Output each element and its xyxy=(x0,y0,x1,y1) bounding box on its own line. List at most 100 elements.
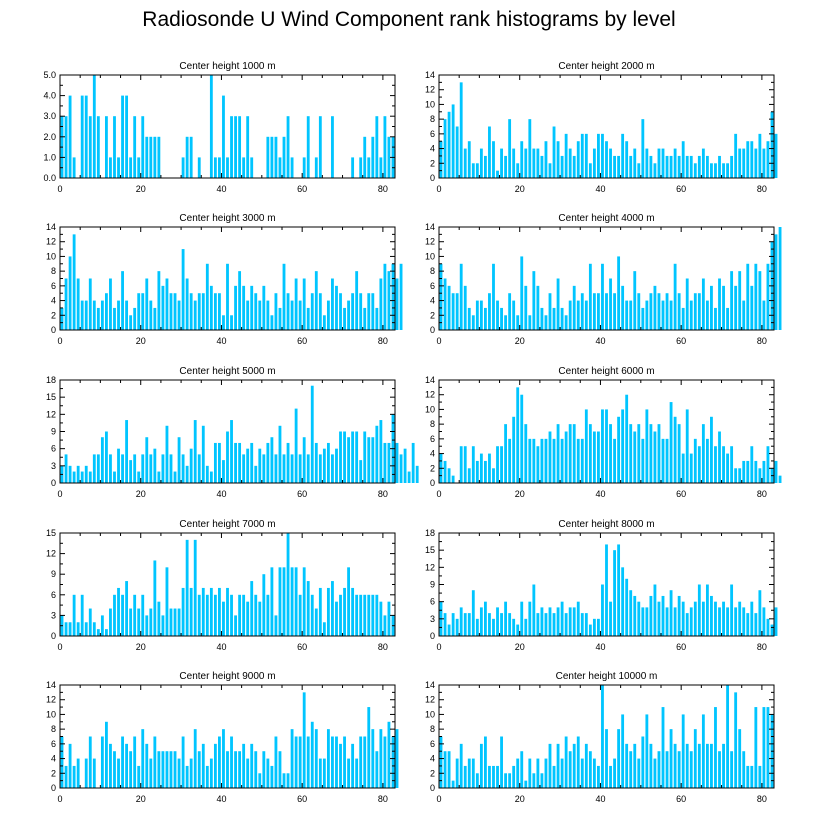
bar xyxy=(314,608,318,636)
bar xyxy=(693,438,697,483)
bar xyxy=(387,721,391,788)
bar xyxy=(375,307,379,330)
bar xyxy=(157,271,161,330)
bar xyxy=(145,437,149,483)
bar xyxy=(520,141,524,178)
bar xyxy=(746,613,750,636)
bar xyxy=(84,758,88,788)
x-tick-label: 60 xyxy=(676,184,686,194)
bar xyxy=(722,446,725,483)
y-tick-label: 10 xyxy=(46,251,56,261)
bar xyxy=(556,743,560,788)
bar xyxy=(479,300,483,330)
bar xyxy=(568,751,572,788)
bar xyxy=(762,148,766,178)
bar xyxy=(746,141,750,178)
bar xyxy=(754,460,758,483)
bar xyxy=(113,751,116,788)
bar xyxy=(621,409,625,483)
bar xyxy=(137,608,141,636)
panel-1: Center height 1000 m 0 20 40 60 80 0.0 1.0 2.0 3.… xyxy=(43,61,396,194)
bar xyxy=(496,300,499,330)
y-tick-label: 12 xyxy=(46,409,56,419)
bar xyxy=(548,607,552,636)
bar xyxy=(326,442,330,483)
bar xyxy=(649,743,653,788)
bar xyxy=(766,618,770,636)
x-tick-label: 20 xyxy=(515,489,525,499)
y-tick-label: 2 xyxy=(430,310,435,320)
bar xyxy=(726,607,730,636)
bar xyxy=(145,278,149,330)
x-tick-label: 60 xyxy=(676,794,686,804)
bar xyxy=(274,454,278,483)
bar xyxy=(339,594,342,636)
bar xyxy=(161,751,165,788)
bar xyxy=(157,471,161,483)
panel-10: Center height 10000 m 0 20 40 60 80 0 2 4 6 8 10 12 1… xyxy=(425,671,775,804)
bar xyxy=(475,300,479,330)
x-tick-label: 20 xyxy=(515,794,525,804)
bar xyxy=(193,539,197,636)
y-tick-label: 0 xyxy=(430,783,435,793)
bar xyxy=(560,601,564,636)
bar xyxy=(226,157,229,178)
bar xyxy=(504,773,508,788)
bar xyxy=(568,607,572,636)
bar xyxy=(734,468,738,483)
panel-7: Center height 7000 m 0 20 40 60 80 0 3 6 9 12 15 xyxy=(46,519,396,652)
bar xyxy=(544,438,548,483)
bar xyxy=(734,133,738,178)
bar xyxy=(117,758,120,788)
bar xyxy=(645,409,649,483)
bar xyxy=(483,601,487,636)
bar xyxy=(718,278,721,330)
bar xyxy=(355,431,359,483)
bar xyxy=(399,263,403,330)
bar xyxy=(746,460,750,483)
bar xyxy=(572,285,576,330)
y-tick-label: 8 xyxy=(51,724,56,734)
bar xyxy=(673,148,677,178)
x-tick-label: 40 xyxy=(216,489,226,499)
bar xyxy=(294,408,298,483)
bar xyxy=(730,584,734,636)
x-tick-label: 40 xyxy=(216,184,226,194)
bar xyxy=(705,300,709,330)
bar xyxy=(121,594,124,636)
x-tick-label: 0 xyxy=(57,336,62,346)
bar xyxy=(504,424,508,483)
bar xyxy=(76,465,80,483)
bar xyxy=(278,567,282,636)
bar xyxy=(653,163,657,178)
bar xyxy=(218,736,221,788)
x-tick-label: 0 xyxy=(436,489,441,499)
x-tick-label: 0 xyxy=(57,184,62,194)
bar xyxy=(201,743,205,788)
bar xyxy=(209,758,213,788)
bar xyxy=(689,453,693,483)
bar xyxy=(314,442,318,483)
bar xyxy=(100,615,104,636)
bar xyxy=(629,590,633,636)
bar xyxy=(665,155,669,178)
bar xyxy=(483,460,487,483)
bar xyxy=(133,736,137,788)
bar xyxy=(222,601,225,636)
bar xyxy=(673,263,677,330)
bar xyxy=(100,736,104,788)
bar xyxy=(516,758,520,788)
bar xyxy=(113,116,116,178)
bar xyxy=(246,448,250,483)
bar xyxy=(653,584,657,636)
bar xyxy=(262,574,266,636)
bar xyxy=(302,567,306,636)
bar xyxy=(318,293,322,330)
bar xyxy=(230,420,233,483)
bar xyxy=(633,271,637,330)
bar xyxy=(137,471,141,483)
bar xyxy=(278,751,282,788)
bar xyxy=(492,468,495,483)
bar xyxy=(508,438,512,483)
bar xyxy=(185,278,189,330)
